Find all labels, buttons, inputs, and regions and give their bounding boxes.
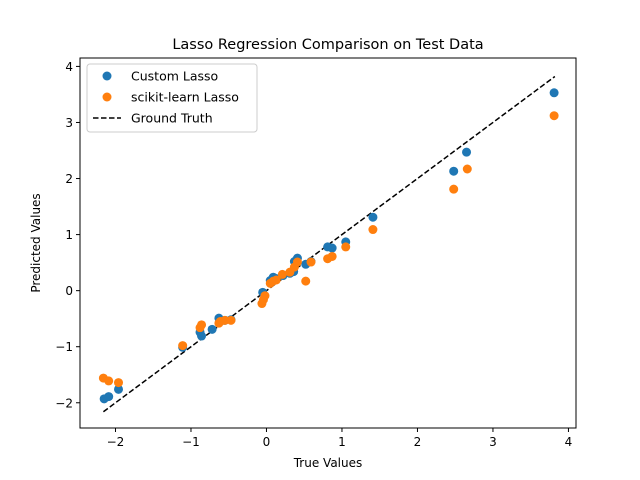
x-axis-label: True Values [293, 456, 363, 470]
legend: Custom Lasso scikit-learn Lasso Ground T… [86, 63, 258, 133]
data-point [277, 269, 287, 279]
data-point [114, 378, 124, 388]
legend-label-sklearn-lasso: scikit-learn Lasso [131, 90, 239, 105]
data-point [260, 291, 270, 301]
y-tick-label: −2 [55, 396, 73, 410]
data-point [462, 147, 472, 157]
y-tick-label: −1 [55, 340, 73, 354]
y-tick-label: 1 [65, 228, 73, 242]
data-point [368, 212, 378, 222]
y-tick-label: 3 [65, 116, 73, 130]
data-point [197, 320, 207, 330]
x-tick-label: −2 [107, 435, 125, 449]
data-point [306, 257, 316, 267]
data-point [301, 276, 311, 286]
legend-box [86, 63, 258, 133]
x-tick-label: 1 [338, 435, 346, 449]
y-axis-label: Predicted Values [29, 193, 43, 292]
axes-frame [79, 57, 577, 429]
chart-title: Lasso Regression Comparison on Test Data [172, 37, 483, 53]
series-1 [98, 111, 559, 388]
data-point [327, 251, 337, 261]
y-tick-label: 0 [65, 284, 73, 298]
x-tick-label: 4 [565, 435, 573, 449]
data-point [462, 164, 472, 174]
data-point [449, 166, 459, 176]
plot-area [98, 75, 559, 413]
data-point [104, 376, 114, 386]
legend-label-custom-lasso: Custom Lasso [131, 69, 218, 84]
x-tick-label: −1 [182, 435, 200, 449]
legend-label-ground-truth: Ground Truth [131, 111, 213, 126]
data-point [449, 184, 459, 194]
y-tick-label: 4 [65, 60, 73, 74]
axis-ticks: −2 −1 0 1 2 3 4 −2 −1 0 1 2 3 4 [55, 60, 572, 449]
data-point [368, 225, 378, 235]
data-point [271, 275, 281, 285]
x-tick-label: 2 [414, 435, 422, 449]
legend-marker-sklearn-lasso [102, 92, 112, 102]
data-point [197, 331, 207, 341]
data-point [549, 88, 559, 98]
data-point [178, 341, 188, 351]
data-point [549, 111, 559, 121]
data-point [327, 243, 337, 253]
legend-marker-custom-lasso [102, 71, 112, 81]
data-point [292, 257, 302, 267]
x-tick-label: 3 [489, 435, 497, 449]
data-point [104, 392, 114, 402]
x-tick-label: 0 [263, 435, 271, 449]
data-point [341, 242, 351, 252]
data-point [114, 384, 124, 394]
data-point [226, 315, 236, 325]
data-point [207, 324, 217, 334]
y-tick-label: 2 [65, 172, 73, 186]
